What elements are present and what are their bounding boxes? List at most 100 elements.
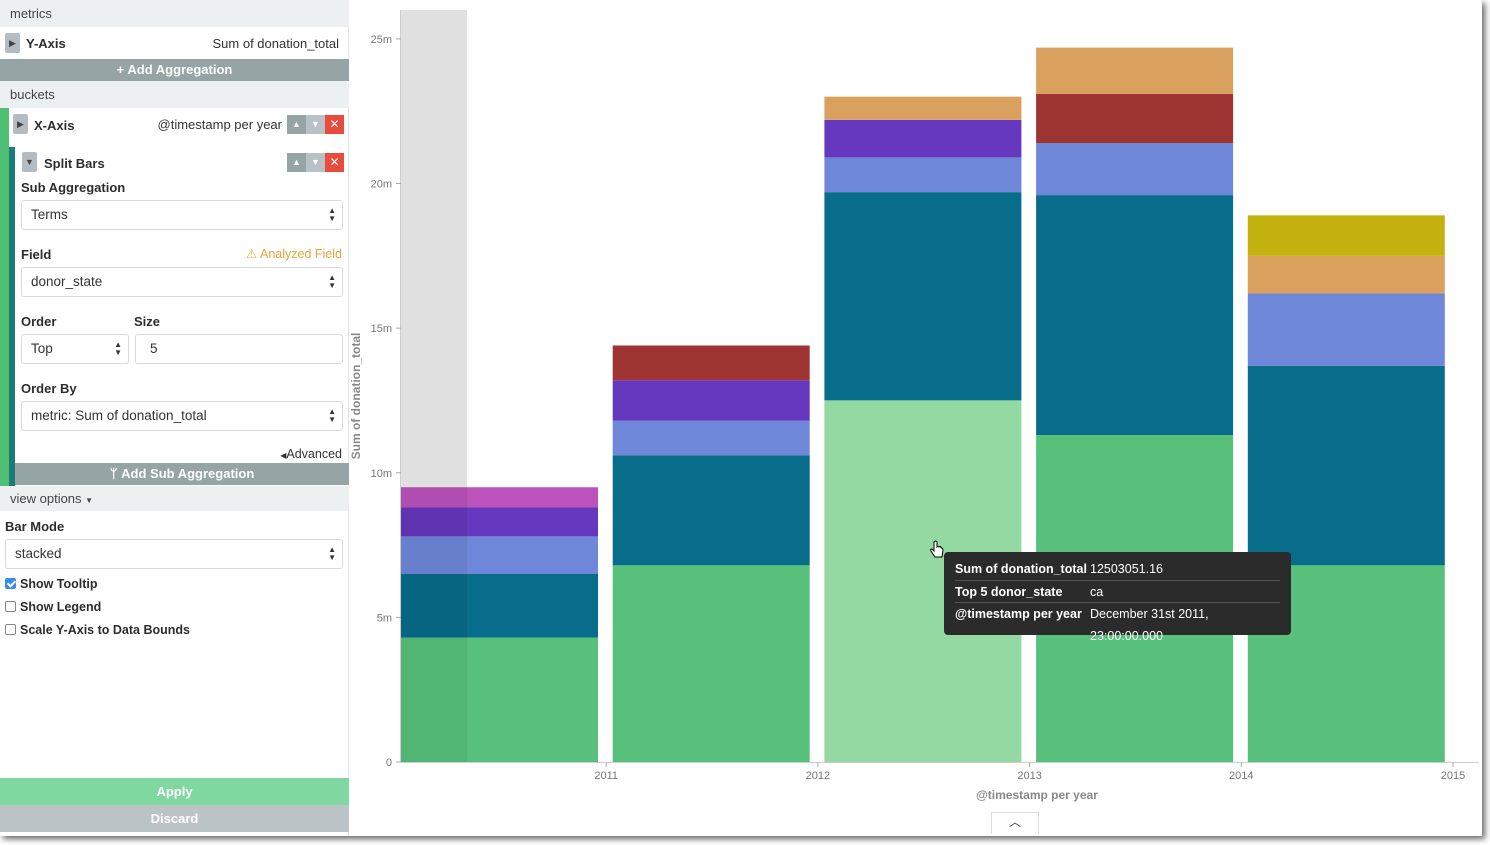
bar-segment-2010[interactable] xyxy=(401,487,598,508)
view-options-toggle[interactable]: view options ▼ xyxy=(0,486,349,511)
metrics-header: metrics xyxy=(0,0,349,27)
bar-segment-2013[interactable] xyxy=(1036,143,1234,196)
y-tick-label: 5m xyxy=(377,612,392,624)
bar-segment-2014[interactable] xyxy=(1247,365,1445,566)
sub-aggregation-label: Sub Aggregation xyxy=(21,180,126,195)
order-value: Top xyxy=(31,341,53,356)
buckets-header: buckets xyxy=(0,81,349,108)
bar-segment-2012[interactable] xyxy=(824,96,1022,120)
chart-tooltip: Sum of donation_total 12503051.16 Top 5 … xyxy=(944,552,1291,643)
hover-overlay xyxy=(401,10,467,762)
bar-segment-2011[interactable] xyxy=(612,380,810,421)
chevron-up-icon: ︿ xyxy=(1008,815,1021,829)
caret-right-icon[interactable]: ▶ xyxy=(5,33,20,53)
x-tick-label: 2013 xyxy=(1017,770,1041,782)
bar-segment-2014[interactable] xyxy=(1247,215,1445,256)
order-label: Order xyxy=(21,314,57,329)
y-tick-label: 10m xyxy=(371,468,392,480)
scale-y-axis-checkbox[interactable] xyxy=(5,624,16,635)
tooltip-key: @timestamp per year xyxy=(955,607,1082,621)
bar-segment-2011[interactable] xyxy=(612,420,810,456)
bar-segment-2011[interactable] xyxy=(612,455,810,566)
x-axis-row[interactable]: ▶ X-Axis @timestamp per year ▲ ▼ ✕ xyxy=(9,109,349,139)
y-axis-label: Y-Axis xyxy=(26,36,66,51)
sub-aggregation-select[interactable]: Terms ▲ ▼ xyxy=(21,200,343,230)
field-label: Field xyxy=(21,247,52,262)
bar-segment-2013[interactable] xyxy=(1036,47,1234,94)
tooltip-key: Sum of donation_total xyxy=(955,562,1087,576)
field-value: donor_state xyxy=(31,274,103,289)
advanced-link[interactable]: ◀Advanced xyxy=(280,447,342,461)
bucket-color-strip xyxy=(0,108,9,486)
x-axis-label: X-Axis xyxy=(34,118,75,133)
bar-segment-2010[interactable] xyxy=(401,574,598,638)
show-tooltip-option[interactable]: Show Tooltip xyxy=(5,577,98,591)
bar-segment-2013[interactable] xyxy=(1036,93,1234,144)
field-select[interactable]: donor_state ▲ ▼ xyxy=(21,267,343,297)
show-legend-option[interactable]: Show Legend xyxy=(5,600,101,614)
collapse-toggle[interactable]: ︿ xyxy=(991,812,1039,834)
x-axis-title: @timestamp per year xyxy=(976,788,1098,802)
select-arrows-icon: ▲ ▼ xyxy=(328,206,336,223)
tooltip-value: December 31st 2011, 23:00:00.000 xyxy=(1090,607,1209,643)
tooltip-value: ca xyxy=(1090,585,1104,599)
apply-button[interactable]: Apply xyxy=(0,778,349,805)
add-aggregation-button[interactable]: + Add Aggregation xyxy=(0,59,349,81)
caret-down-icon: ▼ xyxy=(85,496,94,505)
order-by-select[interactable]: metric: Sum of donation_total ▲ ▼ xyxy=(21,401,343,431)
bar-segment-2010[interactable] xyxy=(401,536,598,574)
bar-segment-2014[interactable] xyxy=(1247,255,1445,294)
sub-aggregation-value: Terms xyxy=(31,207,68,222)
y-tick-label: 15m xyxy=(371,323,392,335)
y-tick-label: 25m xyxy=(371,34,392,46)
bar-segment-2010[interactable] xyxy=(401,507,598,537)
select-arrows-icon: ▲ ▼ xyxy=(328,545,336,562)
bar-segment-2012[interactable] xyxy=(824,192,1022,401)
y-axis-title: Sum of donation_total xyxy=(349,333,363,460)
move-up-button[interactable]: ▲ xyxy=(287,115,306,134)
bar-segment-2012[interactable] xyxy=(824,119,1022,158)
move-down-button[interactable]: ▼ xyxy=(306,153,325,172)
order-select[interactable]: Top ▲ ▼ xyxy=(21,334,129,364)
bar-segment-2014[interactable] xyxy=(1247,293,1445,366)
analyzed-field-text: Analyzed Field xyxy=(260,247,342,261)
x-tick-label: 2012 xyxy=(806,770,830,782)
split-bars-row[interactable]: ▼ Split Bars ▲ ▼ ✕ xyxy=(15,148,349,178)
chart-area: 0 5m 10m 15m 20m 25m 2011 2012 2013 2014 2015 Sum… xyxy=(349,0,1482,836)
tooltip-row: @timestamp per year December 31st 2011, … xyxy=(955,602,1280,643)
bar-segment-2013[interactable] xyxy=(1036,195,1234,436)
bar-mode-select[interactable]: stacked ▲ ▼ xyxy=(5,539,343,569)
bar-segment-2010[interactable] xyxy=(401,637,598,762)
caret-right-icon[interactable]: ▶ xyxy=(13,114,28,134)
show-legend-label: Show Legend xyxy=(20,600,102,614)
view-options-label: view options xyxy=(10,491,82,506)
order-by-value: metric: Sum of donation_total xyxy=(31,408,207,423)
scale-y-axis-option[interactable]: Scale Y-Axis to Data Bounds xyxy=(5,623,190,637)
stacked-bar-chart: 0 5m 10m 15m 20m 25m 2011 2012 2013 2014 2015 Sum… xyxy=(349,10,1479,802)
move-down-button[interactable]: ▼ xyxy=(306,115,325,134)
bar-mode-label: Bar Mode xyxy=(5,519,65,534)
x-tick-label: 2011 xyxy=(594,770,618,782)
discard-button[interactable]: Discard xyxy=(0,805,349,832)
tooltip-row: Top 5 donor_state ca xyxy=(955,580,1280,602)
bar-segment-2011[interactable] xyxy=(612,345,810,381)
remove-button[interactable]: ✕ xyxy=(325,153,344,172)
caret-down-icon[interactable]: ▼ xyxy=(22,152,37,172)
y-tick-label: 20m xyxy=(371,179,392,191)
show-tooltip-checkbox[interactable] xyxy=(5,578,16,589)
y-axis-row[interactable]: ▶ Y-Axis Sum of donation_total xyxy=(0,28,349,58)
show-legend-checkbox[interactable] xyxy=(5,601,16,612)
size-input[interactable]: 5 xyxy=(135,334,343,364)
remove-button[interactable]: ✕ xyxy=(325,115,344,134)
analyzed-field-warning: ⚠ Analyzed Field xyxy=(246,246,342,261)
size-label: Size xyxy=(134,314,161,329)
bar-segment-2012[interactable] xyxy=(824,157,1022,193)
move-up-button[interactable]: ▲ xyxy=(287,153,306,172)
split-bars-color-strip xyxy=(9,147,15,486)
split-bars-label: Split Bars xyxy=(44,156,105,171)
advanced-label: Advanced xyxy=(286,447,342,461)
add-sub-aggregation-button[interactable]: ᛘ Add Sub Aggregation xyxy=(15,463,349,485)
caret-left-icon: ◀ xyxy=(280,451,287,460)
bar-segment-2011[interactable] xyxy=(612,565,810,762)
